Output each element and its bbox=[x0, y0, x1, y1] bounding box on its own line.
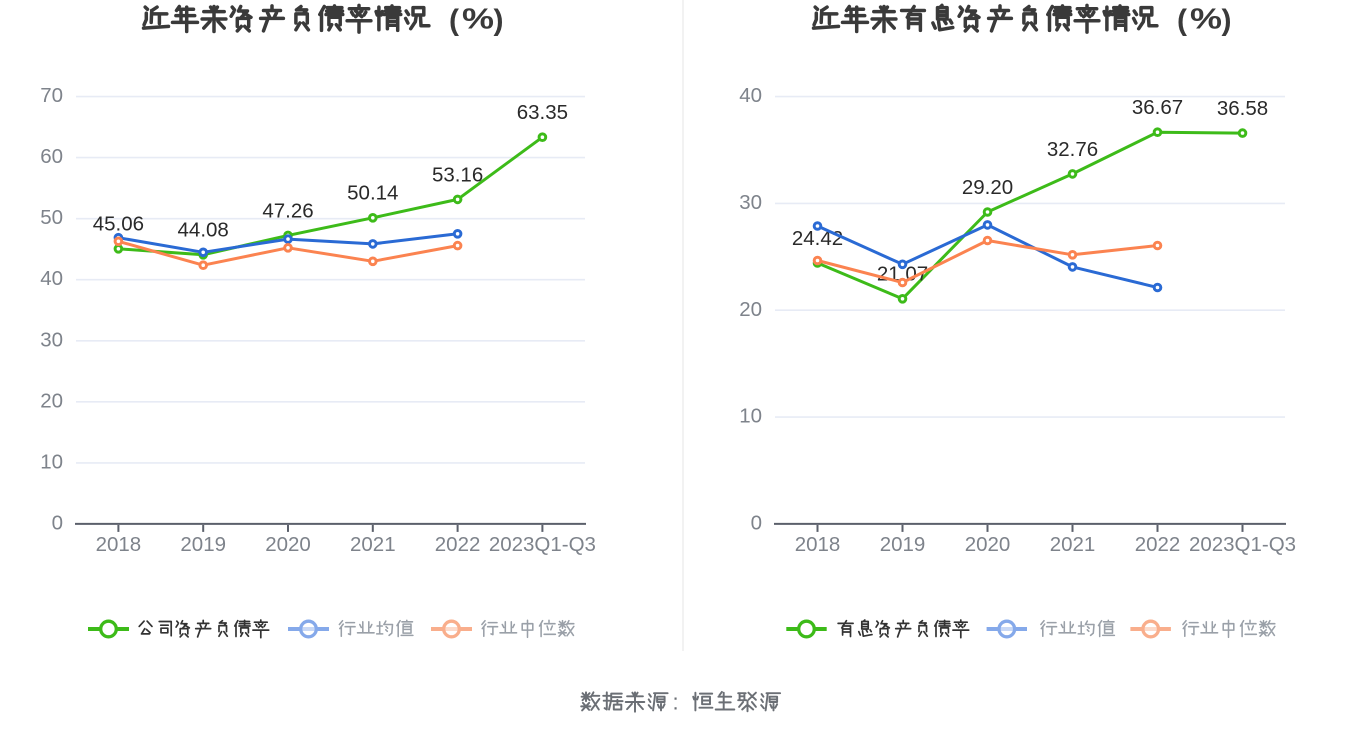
svg-text:2021: 2021 bbox=[350, 533, 396, 556]
svg-text:2020: 2020 bbox=[265, 533, 311, 556]
svg-text:(: ( bbox=[1177, 4, 1187, 37]
svg-text:20: 20 bbox=[739, 298, 762, 321]
svg-text:63.35: 63.35 bbox=[517, 101, 568, 124]
svg-text:2021: 2021 bbox=[1050, 533, 1096, 556]
svg-text:(: ( bbox=[449, 4, 459, 37]
svg-text:0: 0 bbox=[52, 511, 63, 534]
svg-text:30: 30 bbox=[739, 191, 762, 214]
svg-text:10: 10 bbox=[40, 450, 63, 473]
svg-text:45.06: 45.06 bbox=[93, 213, 144, 236]
svg-text:32.76: 32.76 bbox=[1047, 138, 1098, 161]
svg-text:%: % bbox=[1190, 4, 1222, 36]
svg-text:0: 0 bbox=[751, 511, 762, 534]
svg-text:2023Q1-Q3: 2023Q1-Q3 bbox=[489, 533, 596, 556]
svg-text:2023Q1-Q3: 2023Q1-Q3 bbox=[1189, 533, 1296, 556]
svg-text:53.16: 53.16 bbox=[432, 163, 483, 186]
svg-text:2018: 2018 bbox=[795, 533, 841, 556]
svg-text:2022: 2022 bbox=[435, 533, 481, 556]
svg-text:36.67: 36.67 bbox=[1132, 96, 1183, 119]
svg-text:47.26: 47.26 bbox=[262, 199, 313, 222]
svg-text:30: 30 bbox=[40, 328, 63, 351]
svg-text:36.58: 36.58 bbox=[1217, 97, 1268, 120]
svg-text:2022: 2022 bbox=[1135, 533, 1181, 556]
svg-text:50: 50 bbox=[40, 206, 63, 229]
svg-text:40: 40 bbox=[40, 267, 63, 290]
svg-text:2019: 2019 bbox=[180, 533, 226, 556]
svg-text:29.20: 29.20 bbox=[962, 176, 1013, 199]
svg-text:): ) bbox=[1222, 4, 1232, 37]
svg-text:20: 20 bbox=[40, 389, 63, 412]
svg-text:): ) bbox=[494, 4, 504, 37]
svg-text:70: 70 bbox=[40, 84, 63, 107]
svg-text:40: 40 bbox=[739, 84, 762, 107]
svg-text:%: % bbox=[462, 4, 494, 36]
svg-text:2020: 2020 bbox=[965, 533, 1011, 556]
svg-text:44.08: 44.08 bbox=[178, 219, 229, 242]
svg-text:2018: 2018 bbox=[96, 533, 142, 556]
svg-text:10: 10 bbox=[739, 405, 762, 428]
svg-text::: : bbox=[672, 690, 678, 715]
svg-text:50.14: 50.14 bbox=[347, 182, 398, 205]
svg-text:2019: 2019 bbox=[880, 533, 926, 556]
svg-text:60: 60 bbox=[40, 145, 63, 168]
